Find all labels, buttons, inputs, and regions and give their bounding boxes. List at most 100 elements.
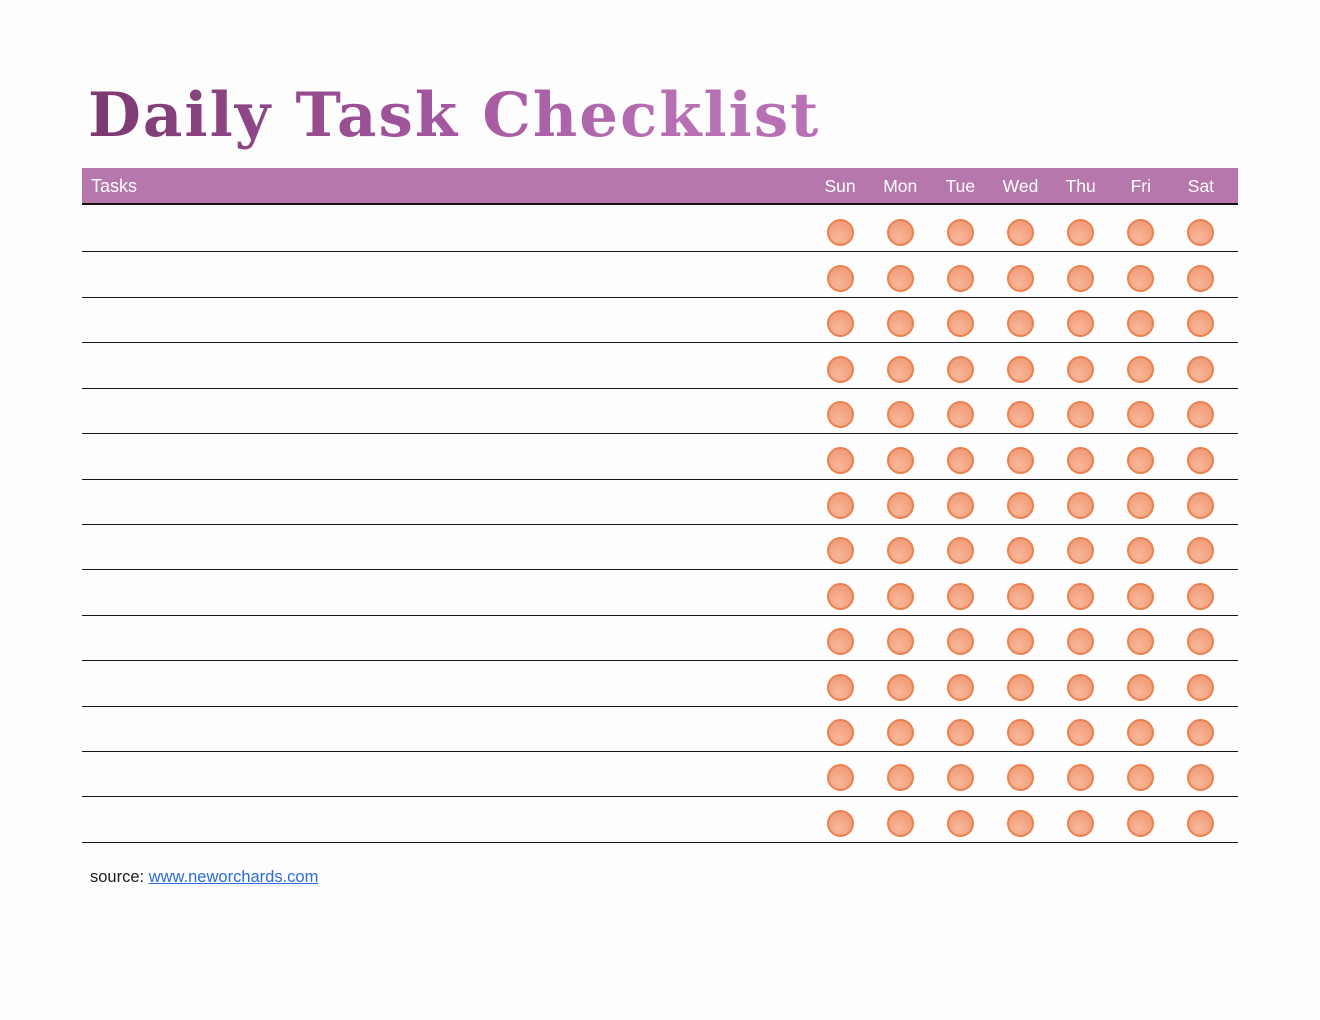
check-circle-tue[interactable] [946,491,974,519]
check-circle-fri[interactable] [1127,310,1155,338]
check-circle-thu[interactable] [1067,264,1095,292]
check-circle-wed[interactable] [1006,719,1034,747]
check-circle-tue[interactable] [946,401,974,429]
task-name-area[interactable] [82,661,802,705]
check-circle-sun[interactable] [826,537,854,565]
check-circle-mon[interactable] [886,719,914,747]
check-circle-tue[interactable] [946,582,974,610]
check-circle-thu[interactable] [1067,355,1095,383]
task-name-area[interactable] [82,207,802,251]
check-circle-fri[interactable] [1127,809,1155,837]
check-circle-thu[interactable] [1067,446,1095,474]
check-circle-mon[interactable] [886,355,914,383]
check-circle-tue[interactable] [946,446,974,474]
check-circle-thu[interactable] [1067,491,1095,519]
check-circle-sat[interactable] [1187,401,1215,429]
task-name-area[interactable] [82,434,802,478]
check-circle-fri[interactable] [1127,582,1155,610]
check-circle-sat[interactable] [1187,582,1215,610]
check-circle-sat[interactable] [1187,673,1215,701]
check-circle-sat[interactable] [1187,446,1215,474]
check-circle-sat[interactable] [1187,491,1215,519]
check-circle-thu[interactable] [1067,673,1095,701]
check-circle-sun[interactable] [826,764,854,792]
task-name-area[interactable] [82,525,802,569]
task-name-area[interactable] [82,480,802,524]
check-circle-sun[interactable] [826,673,854,701]
check-circle-mon[interactable] [886,264,914,292]
check-circle-sat[interactable] [1187,355,1215,383]
check-circle-tue[interactable] [946,310,974,338]
check-circle-tue[interactable] [946,537,974,565]
source-link[interactable]: www.neworchards.com [148,868,319,886]
check-circle-wed[interactable] [1006,673,1034,701]
check-circle-wed[interactable] [1006,219,1034,247]
task-name-area[interactable] [82,616,802,660]
check-circle-sat[interactable] [1187,310,1215,338]
check-circle-tue[interactable] [946,719,974,747]
check-circle-thu[interactable] [1067,219,1095,247]
check-circle-thu[interactable] [1067,809,1095,837]
check-circle-thu[interactable] [1067,628,1095,656]
check-circle-thu[interactable] [1067,582,1095,610]
check-circle-thu[interactable] [1067,401,1095,429]
check-circle-fri[interactable] [1127,401,1155,429]
check-circle-wed[interactable] [1006,628,1034,656]
check-circle-mon[interactable] [886,809,914,837]
task-name-area[interactable] [82,570,802,614]
check-circle-thu[interactable] [1067,537,1095,565]
task-name-area[interactable] [82,252,802,296]
check-circle-sun[interactable] [826,355,854,383]
check-circle-wed[interactable] [1006,264,1034,292]
check-circle-wed[interactable] [1006,764,1034,792]
check-circle-sat[interactable] [1187,764,1215,792]
check-circle-thu[interactable] [1067,310,1095,338]
check-circle-sat[interactable] [1187,219,1215,247]
check-circle-mon[interactable] [886,446,914,474]
check-circle-fri[interactable] [1127,491,1155,519]
check-circle-wed[interactable] [1006,809,1034,837]
check-circle-thu[interactable] [1067,719,1095,747]
check-circle-sun[interactable] [826,719,854,747]
check-circle-sun[interactable] [826,219,854,247]
check-circle-wed[interactable] [1006,355,1034,383]
check-circle-mon[interactable] [886,582,914,610]
check-circle-mon[interactable] [886,219,914,247]
check-circle-mon[interactable] [886,310,914,338]
check-circle-fri[interactable] [1127,628,1155,656]
check-circle-tue[interactable] [946,628,974,656]
check-circle-mon[interactable] [886,401,914,429]
check-circle-wed[interactable] [1006,446,1034,474]
check-circle-fri[interactable] [1127,719,1155,747]
check-circle-fri[interactable] [1127,764,1155,792]
check-circle-tue[interactable] [946,809,974,837]
check-circle-wed[interactable] [1006,537,1034,565]
check-circle-sun[interactable] [826,264,854,292]
check-circle-fri[interactable] [1127,219,1155,247]
check-circle-tue[interactable] [946,219,974,247]
check-circle-sun[interactable] [826,310,854,338]
check-circle-wed[interactable] [1006,491,1034,519]
task-name-area[interactable] [82,298,802,342]
check-circle-mon[interactable] [886,628,914,656]
check-circle-sun[interactable] [826,401,854,429]
check-circle-tue[interactable] [946,764,974,792]
check-circle-sun[interactable] [826,809,854,837]
check-circle-sat[interactable] [1187,628,1215,656]
check-circle-thu[interactable] [1067,764,1095,792]
check-circle-sat[interactable] [1187,537,1215,565]
check-circle-tue[interactable] [946,264,974,292]
check-circle-tue[interactable] [946,673,974,701]
task-name-area[interactable] [82,707,802,751]
check-circle-fri[interactable] [1127,355,1155,383]
check-circle-mon[interactable] [886,764,914,792]
check-circle-fri[interactable] [1127,446,1155,474]
check-circle-fri[interactable] [1127,673,1155,701]
check-circle-sun[interactable] [826,628,854,656]
check-circle-fri[interactable] [1127,264,1155,292]
check-circle-wed[interactable] [1006,582,1034,610]
check-circle-fri[interactable] [1127,537,1155,565]
task-name-area[interactable] [82,389,802,433]
check-circle-sun[interactable] [826,446,854,474]
check-circle-wed[interactable] [1006,401,1034,429]
